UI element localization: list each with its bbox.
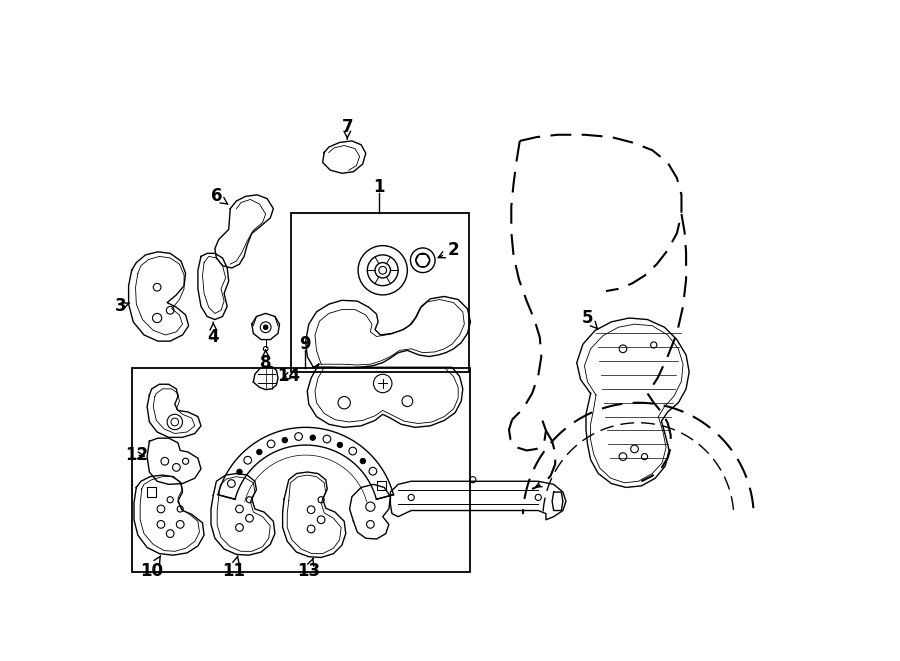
Bar (131, 368, 471, 572)
Text: 4: 4 (208, 323, 219, 346)
Text: 12: 12 (125, 446, 148, 464)
Circle shape (282, 438, 287, 443)
Text: 14: 14 (277, 367, 301, 385)
Circle shape (360, 458, 365, 464)
Circle shape (379, 266, 387, 274)
Circle shape (237, 469, 242, 475)
Bar (291, 214, 469, 372)
Text: 11: 11 (222, 556, 246, 580)
Text: 5: 5 (581, 309, 598, 329)
Circle shape (264, 325, 268, 330)
Text: 8: 8 (260, 350, 272, 371)
Text: 9: 9 (299, 335, 310, 353)
Text: 10: 10 (140, 556, 163, 580)
Circle shape (256, 449, 262, 455)
Text: 3: 3 (115, 297, 130, 315)
Text: 7: 7 (341, 118, 353, 139)
Text: 1: 1 (374, 178, 384, 196)
Circle shape (310, 435, 316, 440)
Circle shape (338, 442, 343, 447)
Text: 13: 13 (297, 559, 320, 580)
Text: 6: 6 (211, 187, 228, 206)
Text: 2: 2 (438, 241, 459, 259)
